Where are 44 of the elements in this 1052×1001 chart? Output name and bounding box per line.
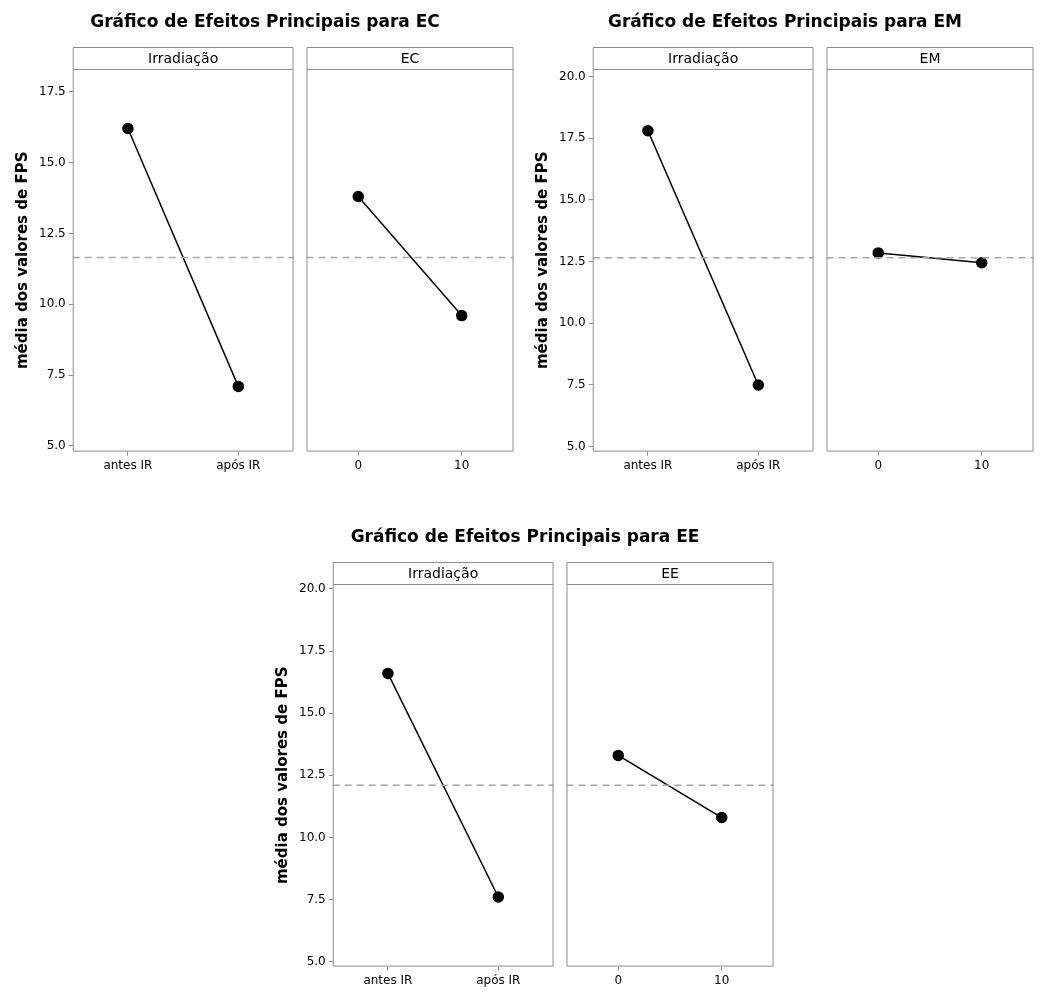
- chart-subtitle: Irradiação: [148, 49, 219, 66]
- x-tick-label: após IR: [476, 972, 521, 987]
- x-tick-label: antes IR: [363, 972, 413, 987]
- chart-subtitle: Irradiação: [408, 564, 479, 581]
- y-axis-title: média dos valores de FPS: [532, 151, 551, 370]
- x-tick-label: 10: [974, 457, 990, 472]
- x-tick-label: 10: [714, 972, 730, 987]
- chart-subtitle: Irradiação: [668, 49, 739, 66]
- y-tick-label: 5.0: [46, 438, 66, 453]
- y-tick-label: 10.0: [559, 315, 586, 330]
- chart-title: Gráfico de Efeitos Principais para EC: [89, 11, 441, 31]
- y-tick-label: 10.0: [299, 829, 326, 844]
- y-tick-label: 7.5: [46, 367, 66, 382]
- x-tick-label: 10: [454, 457, 470, 472]
- y-tick-label: 20.0: [559, 68, 586, 83]
- chart-subtitle: EE: [661, 564, 679, 581]
- y-tick-label: 17.5: [299, 643, 326, 658]
- x-tick-label: 0: [614, 972, 623, 987]
- x-tick-label: após IR: [736, 457, 781, 472]
- chart-subtitle: EM: [919, 49, 941, 66]
- y-tick-label: 12.5: [39, 225, 66, 240]
- x-tick-label: 0: [354, 457, 363, 472]
- y-tick-label: 10.0: [39, 296, 66, 311]
- y-tick-label: 15.0: [559, 191, 586, 206]
- y-axis-title: média dos valores de FPS: [272, 666, 291, 885]
- x-tick-label: 0: [874, 457, 883, 472]
- y-tick-label: 15.0: [39, 154, 66, 169]
- y-tick-label: 17.5: [559, 130, 586, 145]
- y-tick-label: 5.0: [566, 438, 586, 453]
- y-tick-label: 20.0: [299, 581, 326, 596]
- x-tick-label: antes IR: [103, 457, 153, 472]
- y-tick-label: 12.5: [299, 767, 326, 782]
- y-axis-title: média dos valores de FPS: [12, 151, 31, 370]
- y-tick-label: 17.5: [39, 83, 66, 98]
- chart-title: Gráfico de Efeitos Principais para EM: [606, 11, 963, 31]
- chart-title: Gráfico de Efeitos Principais para EE: [349, 526, 701, 546]
- x-tick-label: após IR: [216, 457, 261, 472]
- y-tick-label: 7.5: [566, 377, 586, 392]
- y-tick-label: 7.5: [306, 891, 326, 906]
- x-tick-label: antes IR: [623, 457, 673, 472]
- chart-subtitle: EC: [400, 49, 420, 66]
- y-tick-label: 5.0: [306, 953, 326, 968]
- y-tick-label: 12.5: [559, 253, 586, 268]
- y-tick-label: 15.0: [299, 705, 326, 720]
